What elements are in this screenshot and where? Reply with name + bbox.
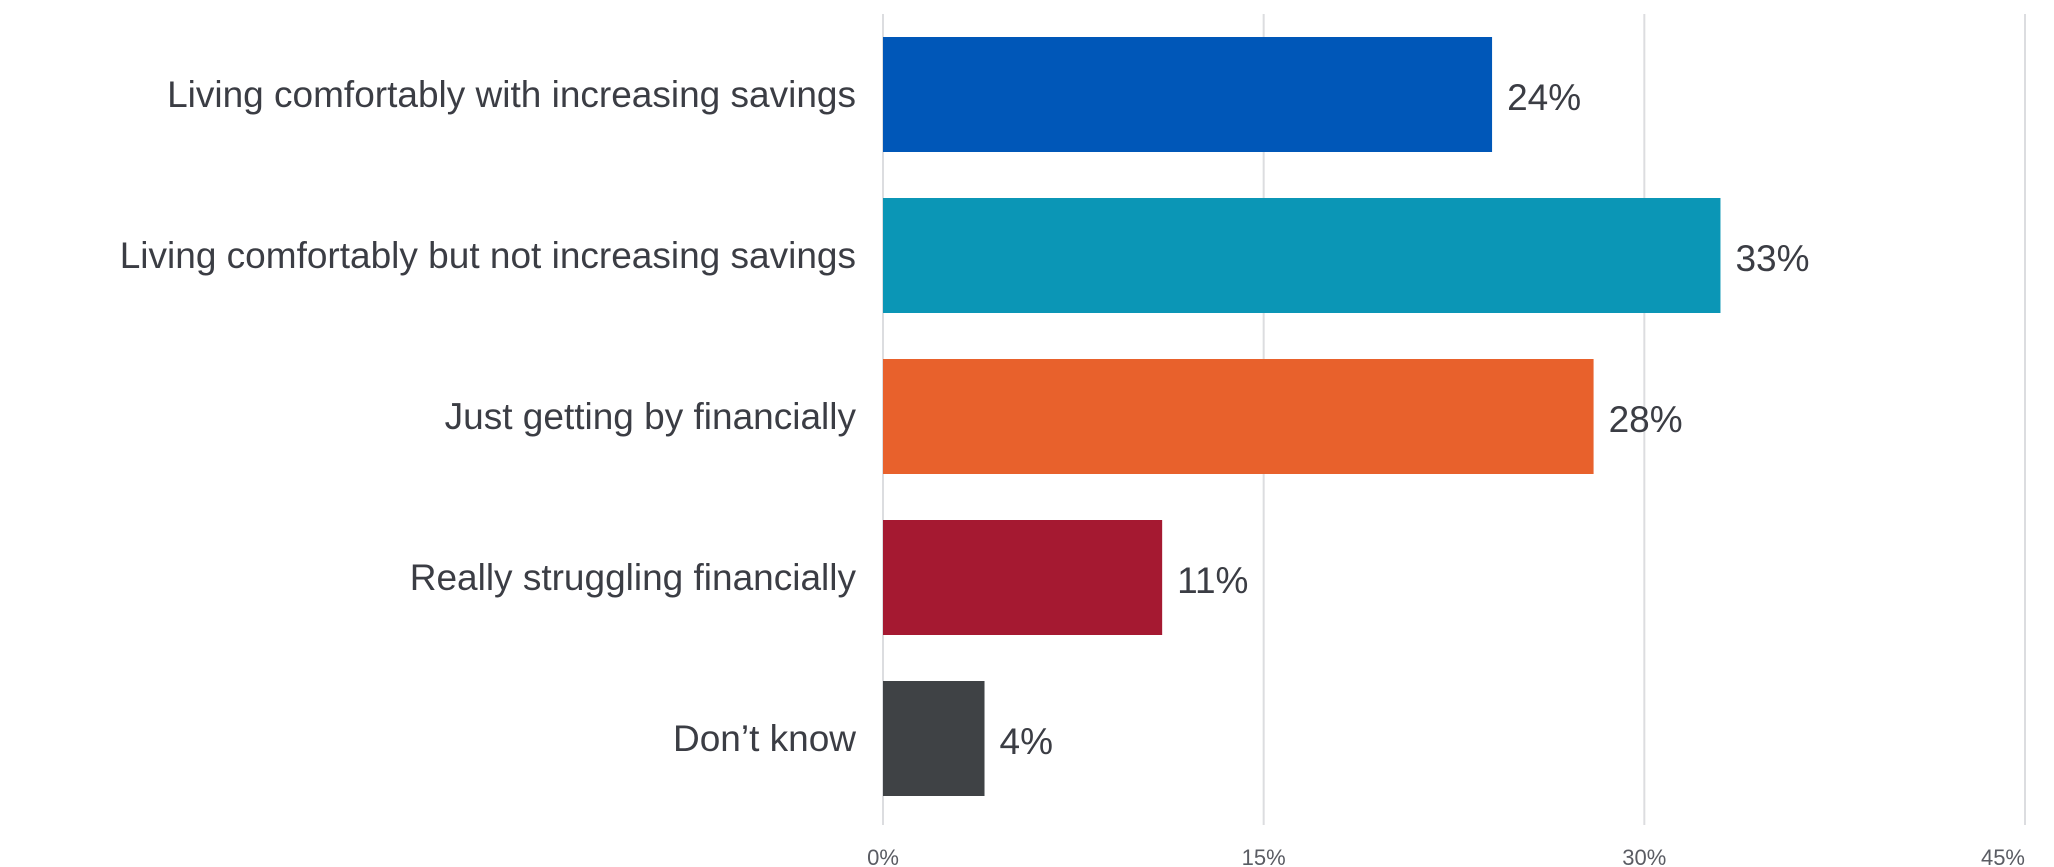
- x-tick-label-3: 45%: [1981, 845, 2025, 867]
- value-label-3: 11%: [1177, 560, 1248, 601]
- bars: [883, 37, 1721, 796]
- value-label-4: 4%: [1000, 721, 1053, 762]
- category-label-2: Just getting by financially: [445, 396, 857, 437]
- bar-3: [883, 520, 1163, 635]
- bar-0: [883, 37, 1493, 152]
- bar-4: [883, 681, 985, 796]
- value-labels: 24% 33% 28% 11% 4%: [1000, 77, 1810, 762]
- value-label-2: 28%: [1609, 399, 1683, 440]
- bar-1: [883, 198, 1721, 313]
- category-label-4: Don’t know: [673, 718, 856, 759]
- x-tick-label-1: 15%: [1242, 845, 1286, 867]
- category-label-1: Living comfortably but not increasing sa…: [120, 235, 856, 276]
- bar-2: [883, 359, 1594, 474]
- x-axis-ticks: 0% 15% 30% 45%: [867, 845, 2025, 867]
- category-label-3: Really struggling financially: [410, 557, 857, 598]
- value-label-0: 24%: [1507, 77, 1581, 118]
- category-labels: Living comfortably with increasing savin…: [120, 74, 857, 759]
- x-tick-label-2: 30%: [1622, 845, 1666, 867]
- value-label-1: 33%: [1735, 238, 1809, 279]
- category-label-0: Living comfortably with increasing savin…: [167, 74, 856, 115]
- x-tick-label-0: 0%: [867, 845, 899, 867]
